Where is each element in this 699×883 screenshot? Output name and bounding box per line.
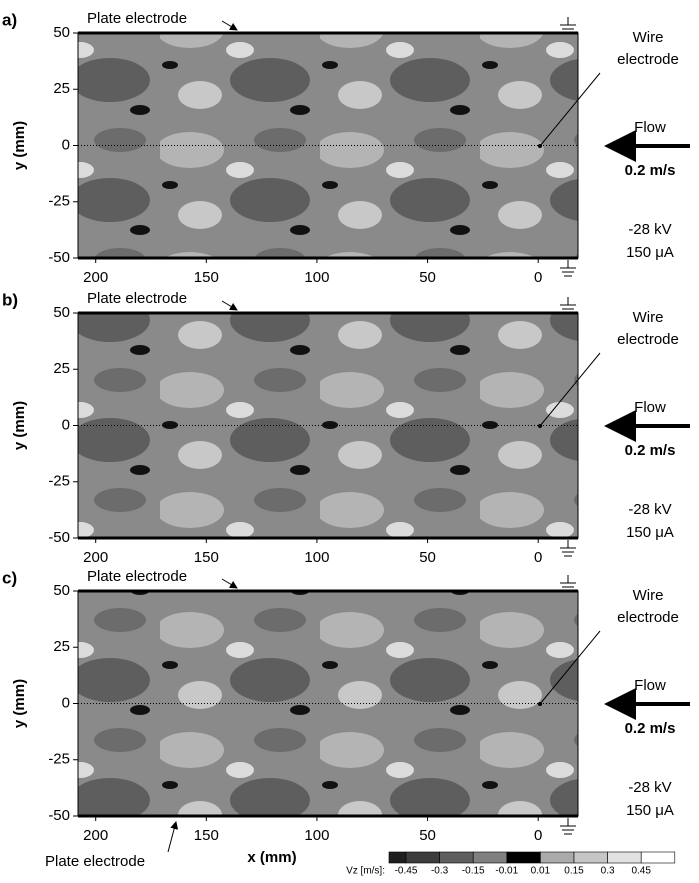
x-tick-label: 50 bbox=[419, 549, 436, 566]
colorbar-swatch bbox=[439, 851, 474, 864]
x-tick-label: 100 bbox=[304, 269, 329, 286]
x-tick-label: 150 bbox=[194, 549, 219, 566]
y-tick-label: -50 bbox=[48, 529, 70, 546]
panel-label: c) bbox=[2, 568, 17, 587]
wire-label: Wire bbox=[633, 29, 664, 46]
panel-label: b) bbox=[2, 290, 18, 309]
wire bbox=[538, 424, 542, 428]
y-tick-label: -50 bbox=[48, 807, 70, 824]
plate-arrow bbox=[221, 578, 238, 589]
colorbar-swatch bbox=[607, 851, 642, 864]
y-tick-label: -50 bbox=[48, 249, 70, 266]
wire bbox=[538, 702, 542, 706]
panel-label: a) bbox=[2, 10, 17, 29]
plate-label: Plate electrode bbox=[87, 10, 187, 27]
voltage: -28 kV bbox=[628, 779, 671, 796]
current: 150 μA bbox=[626, 244, 674, 261]
colorbar-swatch bbox=[506, 851, 541, 864]
y-tick-label: 50 bbox=[53, 582, 70, 599]
colorbar-tick-label: 0.45 bbox=[631, 866, 651, 877]
flow-speed: 0.2 m/s bbox=[625, 442, 676, 459]
wire-leader bbox=[539, 352, 601, 427]
flow-speed: 0.2 m/s bbox=[625, 162, 676, 179]
plate-label: Plate electrode bbox=[87, 290, 187, 307]
y-tick-label: 25 bbox=[53, 360, 70, 377]
flow-label: Flow bbox=[634, 119, 666, 136]
x-tick-label: 200 bbox=[83, 827, 108, 844]
wire-label: electrode bbox=[617, 609, 679, 626]
wire-label: Wire bbox=[633, 587, 664, 604]
colorbar-swatch bbox=[540, 851, 575, 864]
y-tick-label: 0 bbox=[62, 136, 70, 153]
current: 150 μA bbox=[626, 524, 674, 541]
y-tick-label: 0 bbox=[62, 416, 70, 433]
flow-speed: 0.2 m/s bbox=[625, 720, 676, 737]
colorbar-swatch bbox=[573, 851, 608, 864]
colorbar-tick-label: -0.3 bbox=[431, 866, 449, 877]
x-tick-label: 50 bbox=[419, 827, 436, 844]
colorbar-tick-label: -0.15 bbox=[462, 866, 485, 877]
plate-arrow bbox=[221, 20, 238, 31]
x-tick-label: 150 bbox=[194, 269, 219, 286]
x-tick-label: 200 bbox=[83, 549, 108, 566]
plate-label: Plate electrode bbox=[87, 568, 187, 585]
y-tick-label: 25 bbox=[53, 638, 70, 655]
current: 150 μA bbox=[626, 802, 674, 819]
y-tick-label: 0 bbox=[62, 694, 70, 711]
wire-label: electrode bbox=[617, 331, 679, 348]
y-tick-label: 50 bbox=[53, 304, 70, 321]
colorbar-tick-label: -0.45 bbox=[395, 866, 418, 877]
wire bbox=[538, 144, 542, 148]
colorbar-swatch bbox=[472, 851, 508, 864]
x-tick-label: 150 bbox=[194, 827, 219, 844]
plate-arrow bbox=[221, 300, 238, 311]
x-axis-label: x (mm) bbox=[247, 849, 296, 866]
colorbar-label: Vz [m/s]: bbox=[346, 866, 385, 877]
colorbar-tick-label: 0.15 bbox=[564, 866, 584, 877]
wire-label: Wire bbox=[633, 309, 664, 326]
colorbar-swatch bbox=[405, 851, 440, 864]
colorbar-tick-label: 0.3 bbox=[601, 866, 615, 877]
colorbar-swatch bbox=[388, 851, 407, 864]
x-tick-label: 0 bbox=[534, 827, 542, 844]
x-tick-label: 100 bbox=[304, 549, 329, 566]
y-tick-label: -25 bbox=[48, 473, 70, 490]
x-tick-label: 50 bbox=[419, 269, 436, 286]
colorbar-tick-label: -0.01 bbox=[495, 866, 518, 877]
flow-label: Flow bbox=[634, 399, 666, 416]
wire-leader bbox=[539, 630, 601, 705]
y-axis-label: y (mm) bbox=[11, 401, 28, 450]
y-tick-label: 50 bbox=[53, 24, 70, 41]
y-axis-label: y (mm) bbox=[11, 121, 28, 170]
plate-arrow bbox=[167, 821, 179, 853]
x-tick-label: 0 bbox=[534, 269, 542, 286]
x-tick-label: 0 bbox=[534, 549, 542, 566]
plate-label: Plate electrode bbox=[45, 853, 145, 870]
y-tick-label: -25 bbox=[48, 751, 70, 768]
wire-leader bbox=[539, 72, 601, 147]
voltage: -28 kV bbox=[628, 221, 671, 238]
voltage: -28 kV bbox=[628, 501, 671, 518]
y-axis-label: y (mm) bbox=[11, 679, 28, 728]
y-tick-label: 25 bbox=[53, 80, 70, 97]
x-tick-label: 100 bbox=[304, 827, 329, 844]
colorbar-tick-label: 0.01 bbox=[531, 866, 551, 877]
wire-label: electrode bbox=[617, 51, 679, 68]
y-tick-label: -25 bbox=[48, 193, 70, 210]
flow-label: Flow bbox=[634, 677, 666, 694]
colorbar-swatch bbox=[640, 851, 676, 864]
x-tick-label: 200 bbox=[83, 269, 108, 286]
